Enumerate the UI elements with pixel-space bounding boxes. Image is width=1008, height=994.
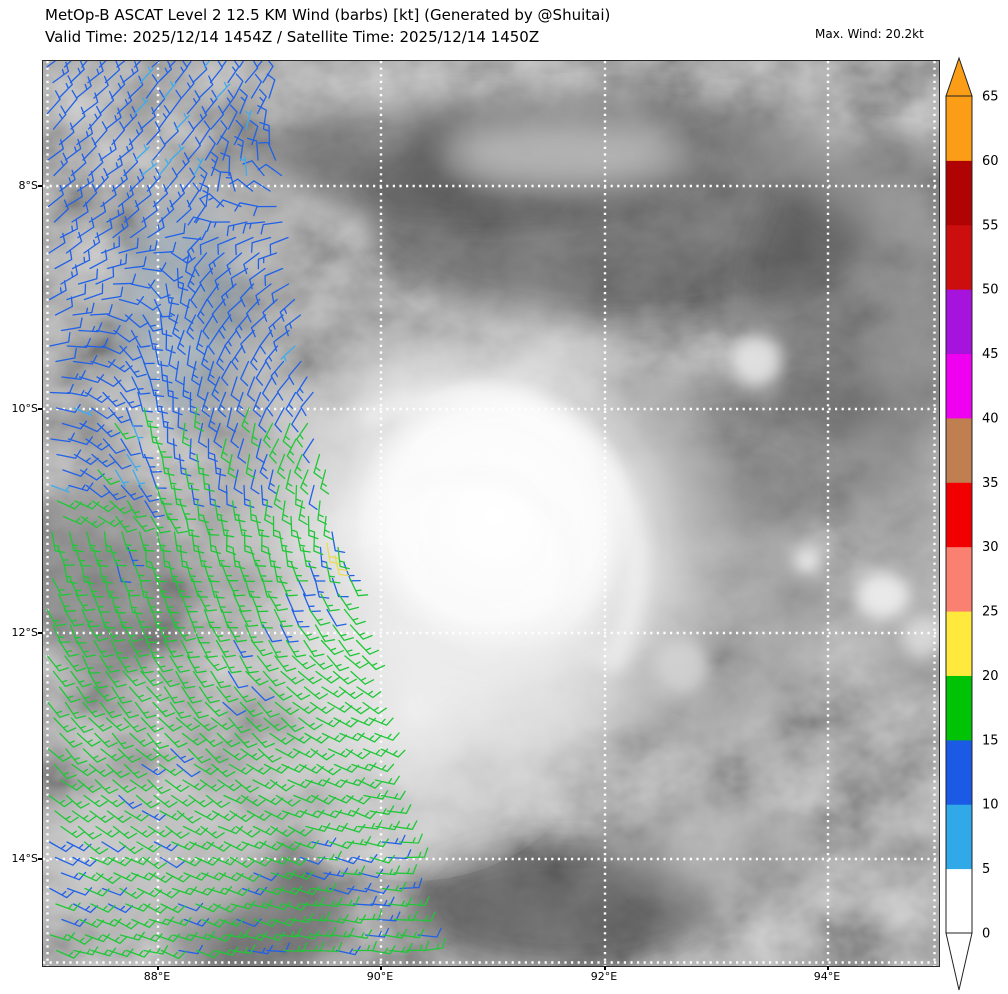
y-tick-mark (38, 408, 42, 410)
x-tick-mark (604, 966, 606, 970)
x-tick-label: 90°E (366, 970, 394, 983)
y-tick-label: 8°S (18, 178, 38, 192)
wind-barbs-#3dabef (50, 61, 296, 493)
wind-barbs-#e5dd55 (326, 542, 350, 577)
x-tick-label: 92°E (590, 970, 618, 983)
colorbar-segment-15-20 (946, 675, 972, 741)
satellite-wind-map (42, 60, 940, 967)
y-tick-mark (38, 632, 42, 634)
colorbar-segment-40-45 (946, 353, 972, 419)
y-tick-mark (38, 858, 42, 860)
wind-barbs-#2061e8 (46, 61, 442, 956)
graticule (43, 61, 939, 966)
colorbar-tick-label: 30 (982, 540, 999, 555)
colorbar-segment-55-60 (946, 160, 972, 226)
colorbar-arrow-bottom (945, 932, 973, 991)
y-tick-label: 10°S (11, 401, 38, 415)
max-wind-label: Max. Wind: 20.2kt (815, 27, 924, 41)
colorbar-arrow-top (945, 56, 973, 97)
colorbar-segment-5-10 (946, 804, 972, 870)
colorbar-segment-0-5 (946, 868, 972, 934)
colorbar-segment-30-35 (946, 482, 972, 548)
colorbar-segment-50-55 (946, 224, 972, 290)
map-canvas (43, 61, 939, 966)
colorbar-tick-label: 55 (982, 218, 999, 233)
colorbar-tick-label: 35 (982, 476, 999, 491)
colorbar-segment-35-40 (946, 417, 972, 483)
colorbar-outline (945, 95, 973, 934)
page-subtitle: Valid Time: 2025/12/14 1454Z / Satellite… (45, 28, 540, 46)
colorbar-segment-60-65 (946, 96, 972, 161)
wind-barbs-layer (46, 61, 446, 960)
colorbar-tick-label: 65 (982, 90, 999, 105)
colorbar-segment-10-15 (946, 739, 972, 805)
colorbar-segment-20-25 (946, 611, 972, 676)
colorbar-tick-label: 40 (982, 411, 999, 426)
colorbar-tick-label: 50 (982, 283, 999, 298)
y-tick-label: 12°S (11, 625, 38, 639)
colorbar-tick-label: 25 (982, 605, 999, 620)
x-tick-mark (827, 966, 829, 970)
x-tick-label: 88°E (143, 970, 171, 983)
colorbar-tick-label: 5 (982, 862, 990, 877)
colorbar-tick-label: 15 (982, 733, 999, 748)
y-tick-mark (38, 185, 42, 187)
colorbar-segment-45-50 (946, 289, 972, 355)
satellite-background (43, 61, 939, 966)
x-tick-label: 94°E (813, 970, 841, 983)
colorbar-tick-label: 10 (982, 798, 999, 813)
colorbar-segment-25-30 (946, 546, 972, 612)
x-tick-mark (157, 966, 159, 970)
colorbar-tick-label: 60 (982, 154, 999, 169)
page-title: MetOp-B ASCAT Level 2 12.5 KM Wind (barb… (45, 6, 611, 24)
x-tick-mark (380, 966, 382, 970)
title-block: MetOp-B ASCAT Level 2 12.5 KM Wind (barb… (45, 4, 610, 48)
wind-barbs-#1fc737 (46, 407, 446, 960)
colorbar-tick-label: 20 (982, 669, 999, 684)
colorbar-tick-label: 0 (982, 927, 990, 942)
colorbar-tick-label: 45 (982, 347, 999, 362)
wind-speed-colorbar: 0 5 10 15 20 25 30 35 40 45 50 55 60 65 (945, 56, 999, 991)
y-tick-label: 14°S (11, 851, 38, 865)
